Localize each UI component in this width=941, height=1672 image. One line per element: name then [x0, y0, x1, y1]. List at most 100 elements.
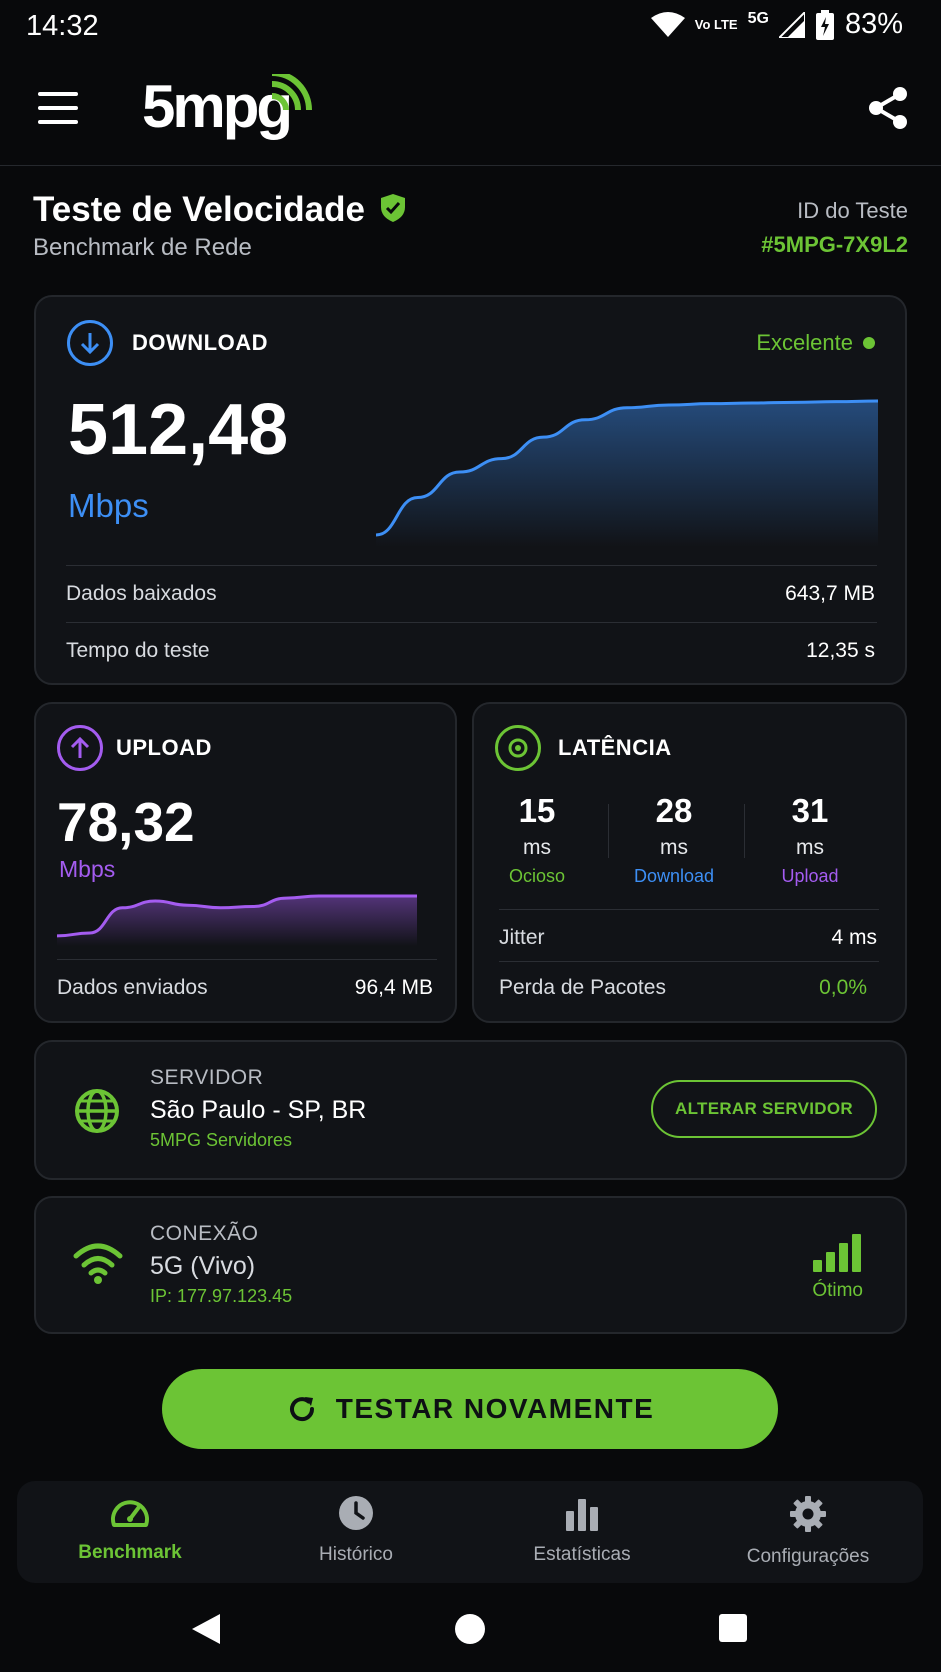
battery-level: 83%: [844, 8, 903, 40]
refresh-icon: [289, 1397, 314, 1422]
latency-download-name: Download: [633, 866, 715, 886]
download-speed-unit: Mbps: [68, 487, 149, 524]
download-speed-chart: [376, 399, 878, 547]
signal-strength-icon: [813, 1234, 861, 1272]
appbar-divider: [0, 165, 941, 166]
cell-signal-icon: [778, 11, 805, 38]
latency-download: 28 ms Download: [614, 792, 734, 887]
wifi-icon: [73, 1243, 123, 1284]
gear-icon: [790, 1496, 826, 1532]
globe-icon: [75, 1089, 119, 1133]
test-time-label: Tempo do teste: [66, 639, 210, 662]
uploaded-data-label: Dados enviados: [57, 976, 208, 999]
chart-area: [376, 401, 878, 547]
wifi-icon: [650, 11, 685, 37]
nav-statistics[interactable]: Estatísticas: [469, 1495, 695, 1566]
latency-upload: 31 ms Upload: [750, 792, 870, 887]
downloaded-data-label: Dados baixados: [66, 582, 217, 605]
latency-upload-value: 31: [791, 792, 829, 829]
chart-line: [376, 399, 878, 537]
test-again-button[interactable]: TESTAR NOVAMENTE: [162, 1369, 778, 1449]
server-provider: 5MPG Servidores: [150, 1130, 293, 1150]
test-id-value: #5MPG-7X9L2: [761, 232, 908, 257]
menu-icon-line: [38, 92, 78, 96]
column-divider: [608, 804, 609, 858]
jitter-value: 4 ms: [831, 926, 877, 949]
uploaded-data-value: 96,4 MB: [354, 976, 433, 999]
download-label: DOWNLOAD: [132, 330, 268, 355]
menu-icon-line: [38, 120, 78, 124]
latency-label: LATÊNCIA: [558, 735, 672, 760]
chart-area: [57, 896, 417, 946]
connection-card: CONEXÃO 5G (Vivo) IP: 177.97.123.45 Ótim…: [34, 1196, 907, 1334]
upload-label: UPLOAD: [116, 735, 212, 760]
divider: [66, 565, 877, 566]
latency-unit: ms: [523, 836, 551, 859]
latency-unit: ms: [796, 836, 824, 859]
app-logo: 5mpg: [142, 73, 293, 140]
speedometer-icon: [111, 1500, 149, 1527]
nav-settings-label: Configurações: [746, 1546, 870, 1567]
status-time: 14:32: [26, 10, 99, 42]
divider: [57, 959, 437, 960]
chart-line: [57, 894, 417, 938]
divider: [66, 622, 877, 623]
upload-card: UPLOAD 78,32 Mbps Dados enviados 96,4 MB: [34, 702, 457, 1023]
download-speed-value: 512,48: [68, 390, 289, 470]
downloaded-data-value: 643,7 MB: [785, 582, 875, 605]
divider: [499, 909, 879, 910]
latency-unit: ms: [660, 836, 688, 859]
server-card: SERVIDOR São Paulo - SP, BR 5MPG Servido…: [34, 1040, 907, 1180]
share-icon[interactable]: [867, 86, 909, 130]
menu-icon-line: [38, 106, 78, 110]
nav-settings[interactable]: Configurações: [695, 1495, 921, 1568]
status-icons: Vo LTE 5G 83%: [650, 8, 903, 41]
latency-card: LATÊNCIA 15 ms Ocioso 28 ms Download 31 …: [472, 702, 907, 1023]
server-name: São Paulo - SP, BR: [150, 1096, 367, 1124]
verified-shield-icon: [381, 194, 405, 222]
server-label: SERVIDOR: [150, 1066, 264, 1089]
network-type: 5G: [747, 9, 769, 27]
packet-loss-label: Perda de Pacotes: [499, 976, 666, 999]
nav-benchmark-label: Benchmark: [78, 1542, 182, 1563]
nav-statistics-label: Estatísticas: [533, 1544, 631, 1565]
latency-idle-value: 15: [518, 792, 556, 829]
upload-speed-chart: [57, 894, 417, 946]
upload-arrow-icon: [57, 725, 103, 771]
logo-signal-icon: [271, 74, 312, 111]
latency-upload-name: Upload: [781, 866, 839, 886]
test-id-label: ID do Teste: [797, 198, 908, 223]
volte-indicator: Vo LTE: [694, 17, 738, 32]
status-dot-icon: [863, 337, 875, 349]
upload-speed-unit: Mbps: [59, 856, 116, 882]
test-time-value: 12,35 s: [806, 639, 875, 662]
divider: [499, 961, 879, 962]
nav-history-label: Histórico: [319, 1544, 393, 1565]
latency-idle-name: Ocioso: [508, 866, 566, 886]
packet-loss-value: 0,0%: [819, 976, 867, 999]
clock-icon: [339, 1496, 373, 1530]
battery-icon: [815, 9, 834, 40]
change-server-button[interactable]: ALTERAR SERVIDOR: [651, 1080, 877, 1138]
download-quality-text: Excelente: [756, 330, 853, 355]
menu-button[interactable]: [38, 92, 78, 124]
bottom-nav: Benchmark Histórico Estatísticas Config: [17, 1481, 923, 1583]
column-divider: [744, 804, 745, 858]
page-title: Teste de Velocidade: [33, 190, 365, 229]
latency-download-value: 28: [655, 792, 693, 829]
test-again-label: TESTAR NOVAMENTE: [335, 1393, 655, 1424]
download-quality: Excelente: [756, 330, 875, 356]
download-card: DOWNLOAD Excelente 512,48 Mbps Dados bai…: [34, 295, 907, 685]
recent-apps-icon[interactable]: [719, 1614, 747, 1642]
latency-icon: [495, 725, 541, 771]
latency-idle: 15 ms Ocioso: [477, 792, 597, 887]
connection-name: 5G (Vivo): [150, 1252, 256, 1280]
nav-history[interactable]: Histórico: [243, 1495, 469, 1566]
nav-benchmark[interactable]: Benchmark: [17, 1495, 243, 1564]
connection-label: CONEXÃO: [150, 1222, 259, 1245]
back-icon[interactable]: [190, 1612, 222, 1646]
home-icon[interactable]: [455, 1614, 485, 1644]
upload-speed-value: 78,32: [57, 791, 195, 853]
connection-ip: IP: 177.97.123.45: [150, 1286, 293, 1306]
page-subtitle: Benchmark de Rede: [33, 234, 252, 261]
